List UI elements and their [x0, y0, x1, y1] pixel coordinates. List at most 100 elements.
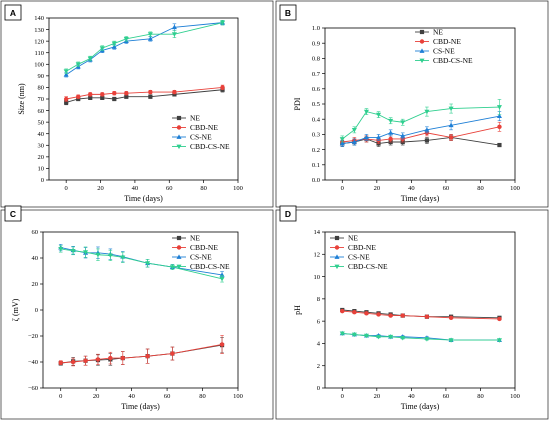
panel-c: C 0 20 40 60 80 100 −60 −40 −20 0 20 40 60 Time (days…: [0, 205, 274, 420]
panel-b: B 0 20 40 60 80 100 0.0 0.1 0.2 0.3 0.4 0.5 0.6 0.7 0.…: [275, 0, 549, 208]
data-point: [107, 253, 113, 259]
plot-area-frame: [324, 231, 516, 389]
x-tick-label: 60: [164, 393, 171, 400]
x-tick-label: 80: [477, 185, 484, 192]
y-tick-label: 90: [38, 73, 45, 80]
y-tick-label: 0.5: [312, 101, 320, 108]
y-tick-label: 0.9: [312, 40, 320, 47]
y-tick-label: 80: [38, 85, 45, 92]
data-point: [339, 137, 345, 142]
data-point: [219, 342, 225, 347]
x-tick-label: 60: [166, 185, 173, 192]
legend-marker: [419, 48, 425, 53]
x-tick-label: 100: [233, 185, 243, 192]
data-point: [58, 247, 64, 252]
y-tick-label: 1.0: [312, 25, 320, 32]
series-cbd-ne: [58, 335, 225, 367]
legend-label: NE: [348, 234, 358, 243]
data-point: [497, 142, 502, 148]
legend-label: CBD-CS-NE: [190, 142, 230, 151]
legend-marker: [176, 254, 182, 259]
panel-a-letter: A: [10, 8, 16, 18]
legend-marker: [419, 58, 425, 64]
y-tick-label: −20: [28, 333, 38, 340]
y-tick-label: 0.1: [312, 162, 320, 169]
x-tick-label: 100: [510, 393, 520, 400]
data-point: [147, 36, 153, 41]
data-point: [120, 355, 125, 361]
data-point: [351, 139, 357, 144]
panel-a-letter-box: [4, 4, 22, 21]
data-point: [339, 140, 345, 146]
data-point: [424, 127, 430, 132]
panel-d-letter: D: [285, 209, 291, 219]
data-point: [76, 96, 81, 102]
data-point: [400, 313, 405, 318]
data-point: [148, 89, 153, 95]
data-point: [63, 96, 69, 102]
data-point: [147, 32, 153, 37]
data-point: [448, 106, 454, 112]
legend-label: NE: [190, 114, 200, 123]
data-point: [220, 85, 225, 90]
data-point: [364, 311, 369, 316]
legend-label: CS-NE: [348, 253, 370, 262]
data-point: [448, 135, 454, 140]
data-point: [448, 315, 454, 321]
legend-label: CBD-NE: [190, 123, 218, 132]
legend-label: CBD-CS-NE: [348, 262, 388, 271]
panel-c-frame: [0, 209, 274, 420]
data-point: [172, 92, 177, 97]
x-axis-title: Time (days): [121, 402, 160, 411]
data-point: [88, 95, 93, 100]
data-point: [95, 357, 101, 362]
data-point: [70, 359, 76, 365]
data-point: [145, 353, 150, 359]
series-cbd-ne: [340, 308, 502, 322]
legend-marker: [419, 39, 425, 44]
legend-marker: [419, 29, 425, 35]
data-point: [100, 92, 105, 97]
data-point: [219, 276, 225, 282]
y-tick-label: 12: [314, 251, 321, 258]
data-point: [376, 134, 382, 140]
panel-a-frame: [0, 0, 274, 208]
data-point: [400, 120, 406, 125]
x-tick-label: 100: [233, 393, 243, 400]
data-point: [388, 313, 393, 318]
data-point: [170, 351, 175, 356]
y-tick-label: 0.7: [312, 71, 321, 78]
panel-b-plot: 0 20 40 60 80 100 0.0 0.1 0.2 0.3 0.4 0.5 0.6 0.7 0.8 0…: [293, 25, 520, 203]
legend-label: CBD-NE: [348, 243, 376, 252]
data-point: [124, 91, 129, 96]
y-tick-label: 0.3: [312, 132, 320, 139]
panel-d-letter-box: [279, 205, 297, 222]
data-point: [76, 94, 81, 99]
data-point: [111, 44, 117, 49]
y-tick-label: 40: [38, 131, 45, 138]
data-point: [99, 46, 105, 51]
y-tick-label: 70: [38, 96, 45, 103]
data-point: [339, 331, 345, 337]
x-tick-label: 0: [65, 185, 68, 192]
y-axis-title: ζ (mV): [11, 298, 20, 321]
data-point: [172, 89, 177, 95]
y-tick-label: 60: [38, 108, 45, 115]
data-point: [376, 334, 382, 340]
y-tick-label: 50: [38, 119, 45, 126]
legend-label: CBD-CS-NE: [190, 262, 230, 271]
panel-d: D 0 20 40 60 80 100 0 2 4 6 8 10 12 14 Time (days) pH NE…: [275, 205, 549, 420]
y-tick-label: 6: [317, 318, 321, 325]
series-cs-ne: [339, 111, 502, 147]
y-tick-label: 30: [38, 142, 45, 149]
data-point: [388, 118, 394, 124]
series-cbd-cs-ne: [63, 20, 226, 74]
legend-marker: [176, 144, 182, 150]
y-tick-label: 100: [34, 61, 44, 68]
data-point: [388, 136, 393, 142]
data-point: [83, 358, 88, 363]
data-point: [376, 312, 381, 317]
